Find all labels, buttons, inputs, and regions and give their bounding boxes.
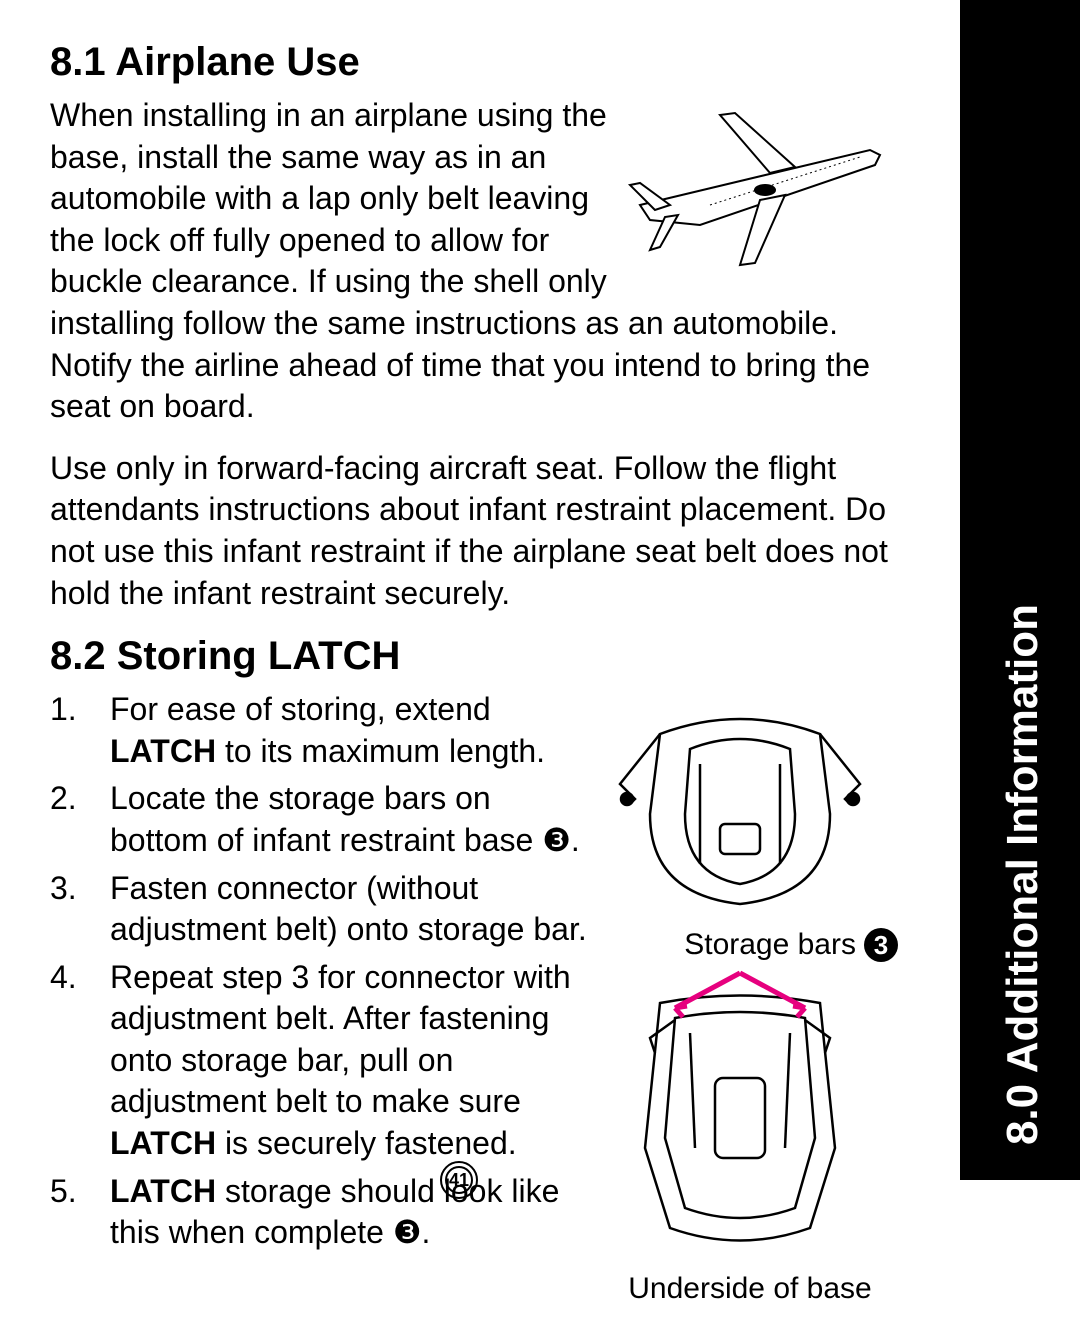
list-item: LATCH storage should look like this when… (50, 1171, 590, 1254)
list-item: Locate the storage bars on bottom of inf… (50, 778, 590, 861)
underside-label: Underside of base (600, 1272, 900, 1306)
section-tab-label: 8.0 Additional Information (998, 604, 1048, 1145)
section-heading-airplane: 8.1 Airplane Use (50, 40, 900, 85)
section-tab: 8.0 Additional Information (960, 0, 1080, 1180)
latch-figures-column: Storage bars 3 (600, 689, 900, 1306)
airplane-paragraph-2: Use only in forward-facing aircraft seat… (50, 448, 900, 614)
airplane-icon (620, 95, 900, 275)
latch-steps-list: For ease of storing, extend LATCH to its… (50, 689, 590, 1254)
list-item: Repeat step 3 for connector with adjustm… (50, 957, 590, 1165)
latch-list-column: For ease of storing, extend LATCH to its… (50, 689, 590, 1306)
page-content: 8.1 Airplane Use When installing in an a… (0, 0, 920, 1334)
section-latch: For ease of storing, extend LATCH to its… (50, 689, 900, 1306)
section-heading-latch: 8.2 Storing LATCH (50, 634, 900, 679)
carseat-base-top-icon (600, 694, 900, 924)
list-item: Fasten connector (without adjustment bel… (50, 868, 590, 951)
page-number: 41 (440, 1161, 478, 1204)
storage-bars-label: Storage bars 3 (600, 928, 900, 962)
reference-icon-3: 3 (864, 928, 898, 962)
carseat-base-underside-icon (600, 968, 900, 1268)
section-airplane: When installing in an airplane using the… (50, 95, 900, 448)
list-item: For ease of storing, extend LATCH to its… (50, 689, 590, 772)
